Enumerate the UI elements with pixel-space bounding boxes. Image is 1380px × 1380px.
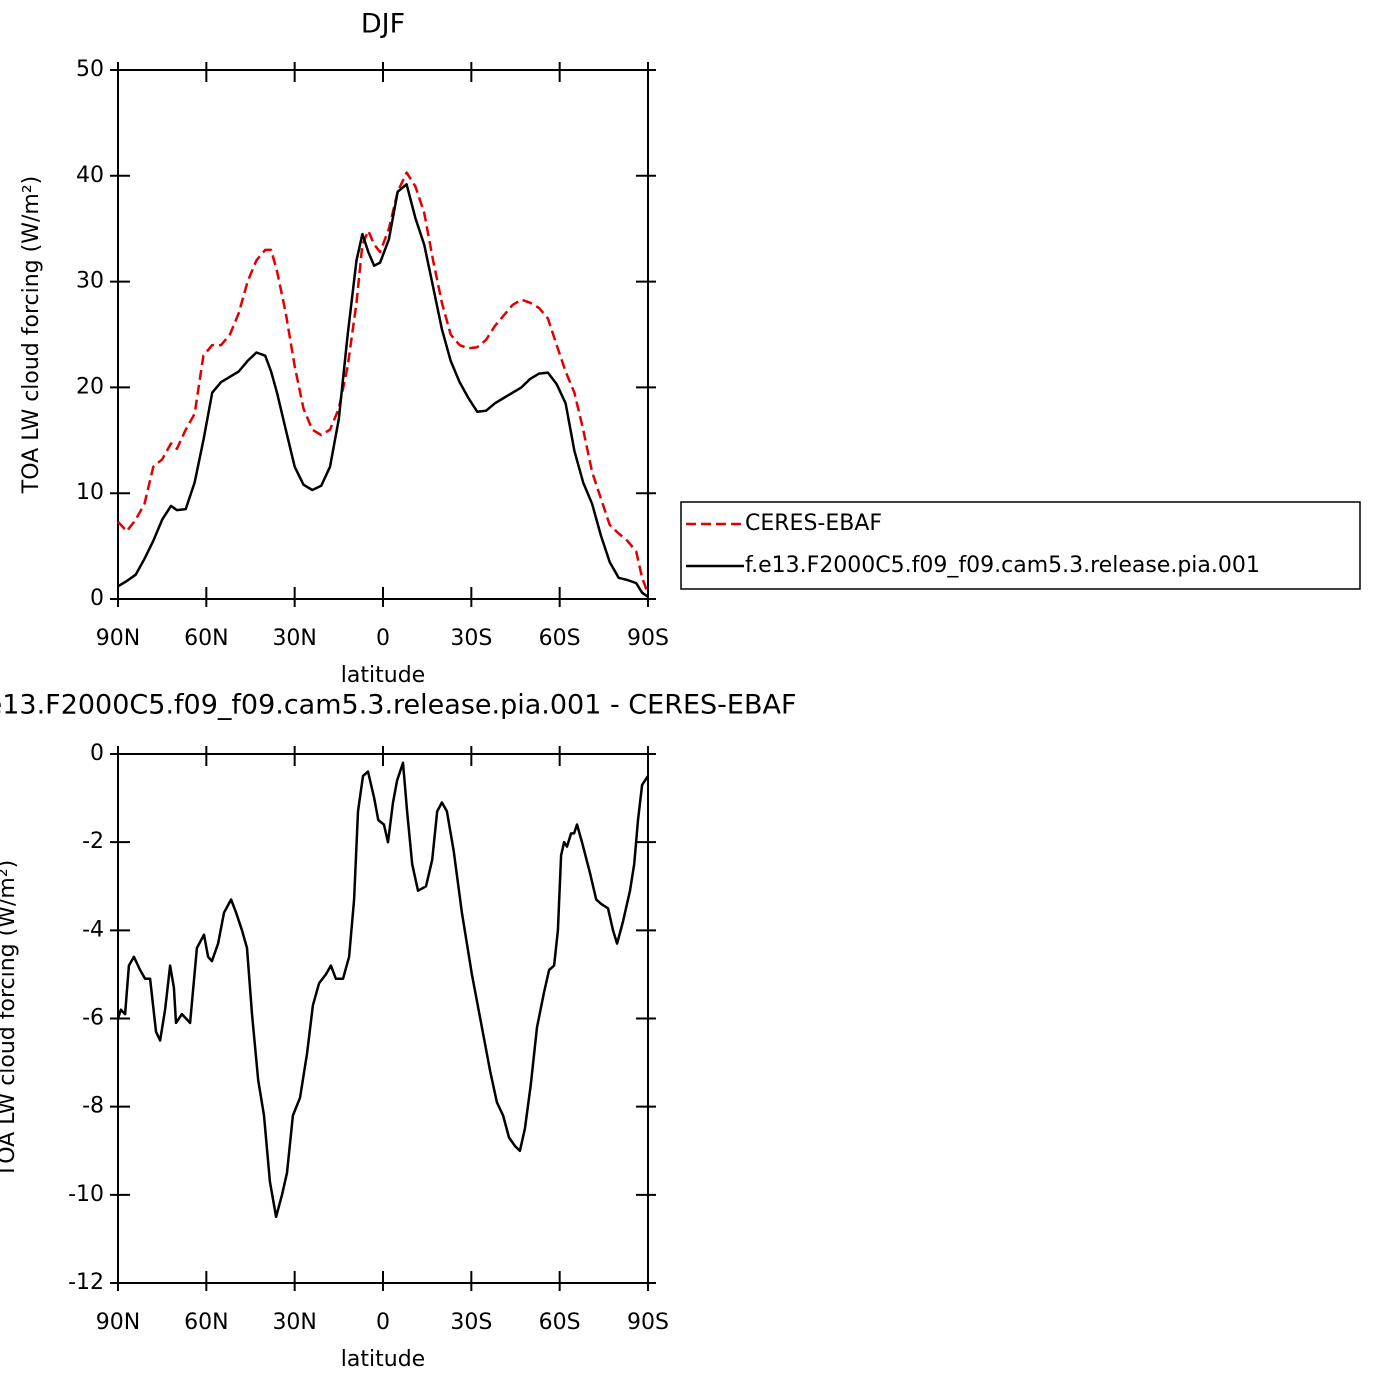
legend-label: f.e13.F2000C5.f09_f09.cam5.3.release.pia…: [745, 553, 1260, 578]
legend-label: CERES-EBAF: [745, 511, 882, 536]
y-tick-label: -10: [68, 1182, 104, 1207]
y-tick-label: 30: [76, 269, 104, 294]
x-tick-label: 90S: [627, 626, 669, 651]
data-line: [117, 171, 650, 595]
legend-box: [680, 501, 1361, 590]
y-tick-label: 0: [90, 586, 104, 611]
y-tick-label: -8: [82, 1094, 104, 1119]
x-tick-label: 60N: [184, 1310, 228, 1335]
y-tick-label: -6: [82, 1006, 104, 1031]
x-tick-label: 90S: [627, 1310, 669, 1335]
y-tick-label: -12: [68, 1270, 104, 1295]
y-tick-label: 10: [76, 480, 104, 505]
x-tick-label: 60S: [539, 626, 581, 651]
y-tick-label: -4: [82, 917, 104, 942]
y-tick-label: -2: [82, 829, 104, 854]
chart-title: DJF: [361, 9, 405, 40]
data-line: [116, 761, 650, 1219]
y-tick-label: 40: [76, 163, 104, 188]
x-tick-label: 30S: [450, 626, 492, 651]
x-tick-label: 60N: [184, 626, 228, 651]
chart-title: f.e13.F2000C5.f09_f09.cam5.3.release.pia…: [0, 690, 797, 721]
data-line: [117, 183, 649, 598]
x-tick-label: 0: [376, 626, 390, 651]
x-tick-label: 90N: [96, 1310, 140, 1335]
y-axis-label: TOA LW cloud forcing (W/m²): [0, 860, 20, 1178]
x-tick-label: 60S: [539, 1310, 581, 1335]
y-tick-label: 20: [76, 374, 104, 399]
y-tick-label: 0: [90, 741, 104, 766]
y-axis-label: TOA LW cloud forcing (W/m²): [19, 176, 44, 494]
x-tick-label: 90N: [96, 626, 140, 651]
x-tick-label: 30N: [272, 626, 316, 651]
x-tick-label: 0: [376, 1310, 390, 1335]
x-axis-label: latitude: [341, 663, 425, 688]
plot-frame: [117, 69, 649, 600]
x-tick-label: 30S: [450, 1310, 492, 1335]
plot-frame: [117, 753, 649, 1284]
x-tick-label: 30N: [272, 1310, 316, 1335]
x-axis-label: latitude: [341, 1347, 425, 1372]
y-tick-label: 50: [76, 57, 104, 82]
